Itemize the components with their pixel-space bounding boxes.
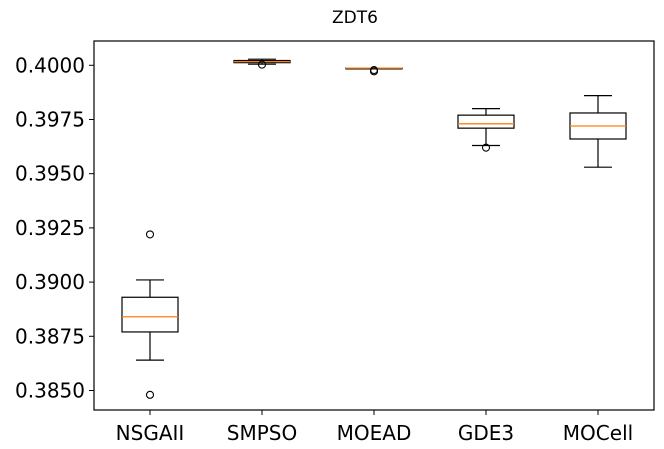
x-tick-label: MOEAD bbox=[337, 421, 412, 445]
outlier-point bbox=[257, 60, 267, 69]
y-tick-label: 0.3900 bbox=[15, 270, 85, 294]
y-tick-label: 0.3950 bbox=[15, 162, 85, 186]
box-smpso bbox=[233, 58, 291, 69]
outlier-point bbox=[369, 66, 379, 75]
plot-area bbox=[121, 58, 627, 399]
box-mocell bbox=[569, 95, 627, 168]
x-tick-label: NSGAII bbox=[116, 421, 185, 445]
plot-frame bbox=[93, 40, 655, 411]
x-axis: NSGAII SMPSO MOEAD GDE3 MOCell bbox=[116, 410, 633, 445]
chart-title: ZDT6 bbox=[332, 8, 378, 28]
outlier-point bbox=[145, 390, 155, 399]
x-tick-label: GDE3 bbox=[458, 421, 514, 445]
outlier-point bbox=[481, 143, 491, 152]
x-tick-label: MOCell bbox=[563, 421, 633, 445]
y-axis: 0.3850 0.3875 0.3900 0.3925 0.3950 0.3975 0.40… bbox=[15, 53, 94, 402]
y-tick-label: 0.3975 bbox=[15, 107, 85, 131]
box-gde3 bbox=[457, 108, 515, 152]
y-tick-label: 0.3925 bbox=[15, 216, 85, 240]
y-tick-label: 0.3875 bbox=[15, 324, 85, 348]
y-tick-label: 0.3850 bbox=[15, 378, 85, 402]
iqr-box bbox=[457, 114, 515, 129]
iqr-box bbox=[121, 296, 179, 333]
y-tick-label: 0.4000 bbox=[15, 53, 85, 77]
outlier-point bbox=[145, 230, 155, 239]
box-nsgaii bbox=[121, 230, 179, 399]
x-tick-label: SMPSO bbox=[227, 421, 297, 445]
box-moead bbox=[345, 66, 403, 76]
